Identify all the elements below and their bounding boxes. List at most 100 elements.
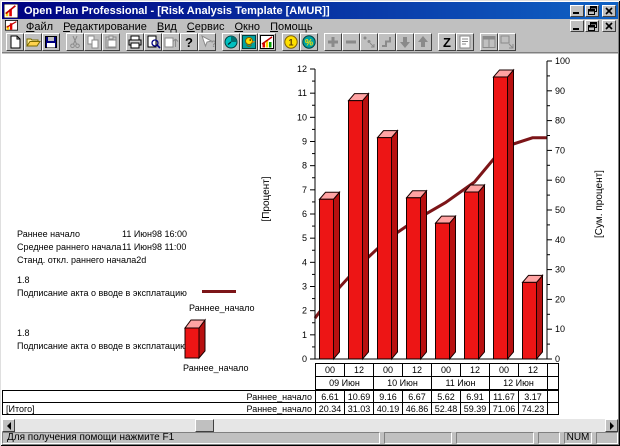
stat-row: Среднее раннего начала 11 Июн98 11:00 [17,241,187,254]
table-cumulative-cell: 71.06 [489,402,519,415]
remove-button [342,33,360,51]
window-split-icon [482,36,496,48]
minimize-button[interactable] [570,4,584,17]
link-button [360,33,378,51]
menu-bar: Файл Редактирование Вид Сервис Окно Помощь [2,19,618,33]
print-preview-icon [147,35,161,49]
percent-complete-icon: % [302,35,316,49]
status-panel-3 [538,432,560,444]
copy-button [84,33,102,51]
document-chart-icon [4,19,19,33]
save-icon [45,36,57,48]
save-button[interactable] [42,33,60,51]
histogram-bar [521,274,544,361]
add-button [324,33,342,51]
histogram-bar [492,68,515,361]
sort-z-icon: Z [443,35,451,50]
table-cumulative-cell: 20.34 [315,402,345,415]
stat-row: Станд. откл. раннего начала 2d [17,254,187,267]
legend-2-value: 1.8 [17,328,30,338]
legend-1-desc: Подписание акта о вводе в эксплатацию [17,288,187,298]
open-folder-button[interactable] [24,33,42,51]
menu-item-вид[interactable]: Вид [156,21,177,33]
svg-text:Z: Z [443,35,451,50]
menu-item-помощь[interactable]: Помощь [270,21,313,33]
print-button[interactable] [126,33,144,51]
status-message: Для получения помощи нажмите F1 [2,432,380,444]
x-axis-hour-label: 12 [460,363,490,377]
x-axis-hour-label: 00 [431,363,461,377]
scroll-left-button[interactable] [2,419,15,432]
scrollbar-thumb[interactable] [195,419,214,432]
status-panel-1 [384,432,452,444]
context-help-button: ? [198,33,216,51]
new-document-icon [10,35,21,49]
link-icon [363,36,375,48]
status-bar: Для получения помощи нажмите F1 NUM [2,432,618,444]
x-axis-hour-label: 00 [315,363,345,377]
x-axis-hour-label: 12 [402,363,432,377]
resource-analysis-button[interactable] [240,33,258,51]
restore-button[interactable] [585,4,599,17]
risk-histogram-button[interactable] [258,33,276,51]
menu-item-сервис[interactable]: Сервис [186,21,225,33]
child-close-button[interactable] [602,20,616,32]
window-view-icon [500,35,514,49]
stat-value: 11 Июн98 16:00 [122,229,188,239]
sort-z-button[interactable]: Z [438,33,456,51]
move-up-button [414,33,432,51]
y-axis-tick-label: 11 [298,88,307,98]
y-axis-title-right: [Сум. процент] [594,170,605,238]
x-axis-day-label: 11 Июн [431,376,490,390]
x-axis-hour-label: 00 [489,363,519,377]
y-axis-tick-label: 1 [302,330,307,340]
status-panel-4 [596,432,618,444]
remove-icon [346,40,356,44]
status-panel-2 [456,432,534,444]
help-icon: ? [185,35,193,50]
table-cumulative-cell: 74.23 [518,402,548,415]
table-cumulative-cell: 46.86 [402,402,432,415]
y2-axis-tick-label: 90 [555,86,565,96]
move-down-button [396,33,414,51]
table-cumulative-cell: 40.19 [373,402,403,415]
risk-histogram-icon [260,35,274,49]
x-axis-hour-label: 12 [518,363,548,377]
horizontal-scrollbar[interactable] [2,419,618,432]
table-cumulative-cell: 31.03 [344,402,374,415]
menu-item-редактирование[interactable]: Редактирование [63,21,147,33]
y2-axis-tick-label: 60 [555,175,565,185]
unlink-button [378,33,396,51]
y-axis-title-left: [Процент] [261,176,272,222]
legend-1-value: 1.8 [17,275,30,285]
help-button[interactable]: ? [180,33,198,51]
menu-item-окно[interactable]: Окно [234,21,261,33]
status-num-indicator: NUM [564,432,592,444]
y-axis-tick-label: 3 [302,282,307,292]
y2-axis-tick-label: 0 [555,354,560,364]
toolbar: ?? 1% Z [2,33,618,53]
table-update-icon [164,37,179,48]
histogram-bar [405,189,428,361]
svg-text:1: 1 [288,38,293,48]
percent-complete-button[interactable]: % [300,33,318,51]
print-preview-button[interactable] [144,33,162,51]
cost-button[interactable]: 1 [282,33,300,51]
x-axis-day-label [547,376,559,390]
y-axis-tick-label: 4 [302,257,307,267]
close-button[interactable] [602,4,616,17]
menu-item-файл[interactable]: Файл [26,21,54,33]
new-document-button[interactable] [6,33,24,51]
x-axis-hour-label: 00 [373,363,403,377]
scroll-right-button[interactable] [605,419,618,432]
table-row-label: [Итого] Раннее_начало [2,402,316,415]
unlink-icon [382,37,391,47]
y-axis-tick-label: 0 [302,354,307,364]
x-axis-day-label: 10 Июн [373,376,432,390]
table-total-label: [Итого] [6,403,35,414]
time-analysis-button[interactable] [222,33,240,51]
child-minimize-button[interactable] [570,20,584,32]
y-axis-tick-label: 7 [302,185,307,195]
y2-axis-tick-label: 50 [555,205,565,215]
child-restore-button[interactable] [585,20,599,32]
